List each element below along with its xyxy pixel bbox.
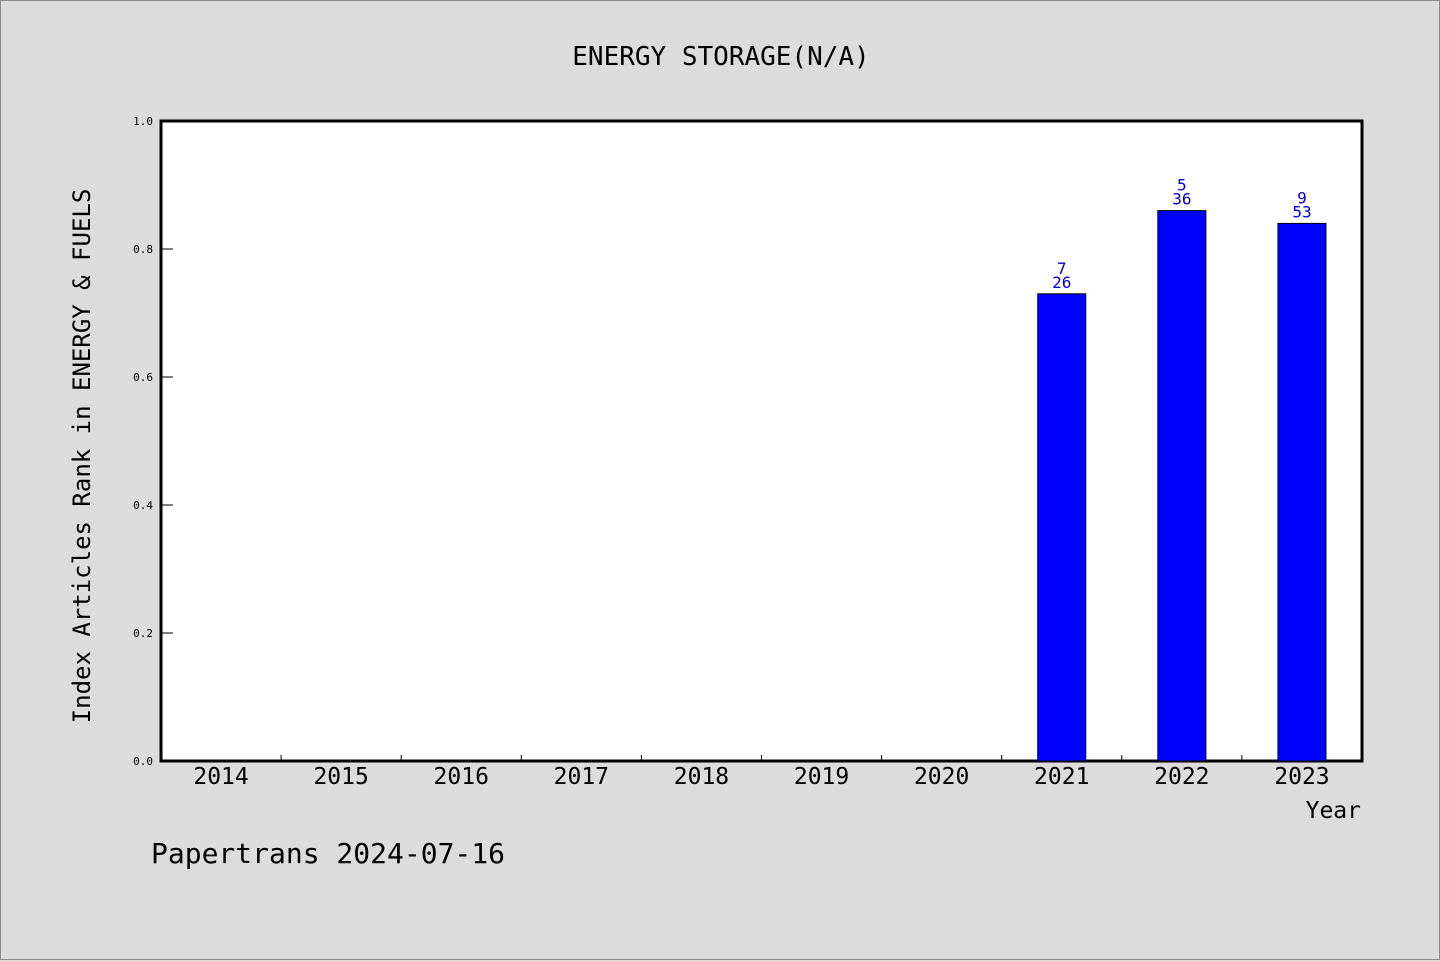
x-tick-label: 2019 bbox=[794, 764, 849, 790]
y-tick-label: 1.0 bbox=[133, 115, 153, 128]
y-tick-label: 0.8 bbox=[133, 243, 153, 256]
y-tick-label: 0.0 bbox=[133, 755, 153, 768]
footer-credit: Papertrans 2024-07-16 bbox=[151, 837, 505, 870]
x-tick-label: 2020 bbox=[914, 764, 969, 790]
x-tick-label: 2021 bbox=[1034, 764, 1089, 790]
x-tick-label: 2023 bbox=[1274, 764, 1329, 790]
bar-series bbox=[1037, 210, 1327, 762]
y-axis-label: Index Articles Rank in ENERGY & FUELS bbox=[68, 189, 96, 724]
x-tick-label: 2014 bbox=[193, 764, 248, 790]
bar bbox=[1037, 293, 1087, 762]
bar-label-bottom: 36 bbox=[1172, 190, 1191, 209]
bar-label-top: 9 bbox=[1297, 188, 1307, 207]
x-tick-label: 2017 bbox=[554, 764, 609, 790]
x-tick-label: 2016 bbox=[434, 764, 489, 790]
bar bbox=[1277, 222, 1327, 762]
data-labels: 726 536 953 bbox=[1052, 176, 1311, 292]
bar-label-top: 7 bbox=[1057, 259, 1067, 278]
y-tick-label: 0.2 bbox=[133, 627, 153, 640]
y-tick-label: 0.6 bbox=[133, 371, 153, 384]
chart-title: ENERGY STORAGE(N/A) bbox=[572, 42, 869, 72]
bar-label-bottom: 53 bbox=[1292, 202, 1311, 221]
x-axis: 2014 2015 2016 2017 2018 2019 2020 2021 2022 2023 bbox=[193, 755, 1330, 790]
x-tick-label: 2018 bbox=[674, 764, 729, 790]
x-tick-label: 2015 bbox=[313, 764, 368, 790]
bar-label-top: 5 bbox=[1177, 176, 1187, 195]
bar bbox=[1157, 210, 1207, 762]
y-tick-label: 0.4 bbox=[133, 499, 153, 512]
x-tick-label: 2022 bbox=[1154, 764, 1209, 790]
y-axis: 0.0 0.2 0.4 0.6 0.8 1.0 bbox=[133, 115, 173, 768]
bar-label-bottom: 26 bbox=[1052, 273, 1071, 292]
x-axis-label: Year bbox=[1306, 798, 1361, 824]
